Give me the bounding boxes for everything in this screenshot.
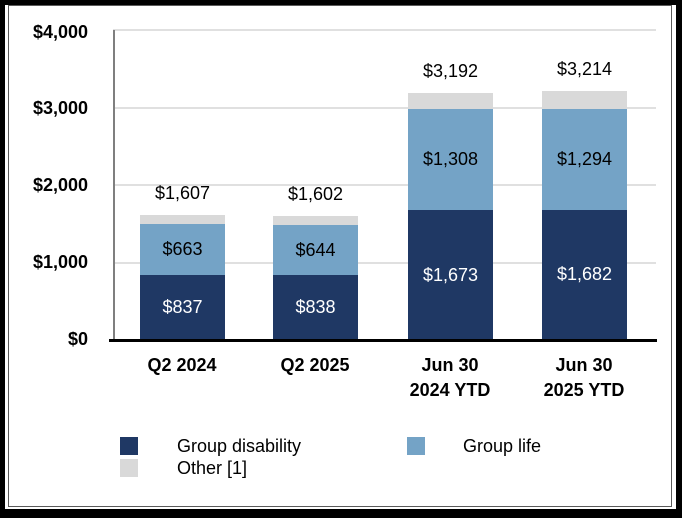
bar-segment-other	[273, 215, 358, 226]
bar-segment-other	[140, 215, 225, 224]
legend-swatch-other	[120, 459, 138, 477]
segment-value-label: $1,294	[556, 148, 613, 169]
x-axis-label-line: 2024 YTD	[409, 380, 491, 400]
y-tick-label: $2,000	[32, 175, 88, 195]
x-axis-label-line: Q2 2024	[147, 355, 217, 375]
bar-total-label: $1,607	[154, 183, 211, 204]
bar-segment-group-disability: $838	[273, 275, 358, 340]
x-axis-label-jun30-2024-ytd: Jun 30 2024 YTD	[380, 353, 520, 403]
x-axis-label-line: 2025 YTD	[543, 380, 625, 400]
bar-total-label: $1,602	[287, 183, 344, 204]
bar-segment-group-life: $1,294	[542, 109, 627, 210]
x-axis-label-jun30-2025-ytd: Jun 30 2025 YTD	[514, 353, 654, 403]
bar-jun30-2024-ytd: $3,192 $1,308 $1,673	[408, 61, 493, 340]
gridline-1000	[113, 262, 656, 264]
segment-value-label: $644	[295, 239, 336, 260]
y-tick-label: $1,000	[32, 252, 88, 272]
y-tick-label: $0	[67, 329, 88, 349]
bar-segment-group-life: $1,308	[408, 108, 493, 211]
x-axis-label-line: Jun 30	[555, 355, 613, 375]
bar-q2-2025: $1,602 $644 $838	[273, 184, 358, 340]
x-axis-label-line: Jun 30	[421, 355, 479, 375]
legend-label-group-disability: Group disability	[177, 436, 302, 456]
bar-segment-other	[408, 92, 493, 109]
x-axis-label-q2-2025: Q2 2025	[245, 353, 385, 378]
bar-segment-group-disability: $1,673	[408, 210, 493, 340]
segment-value-label: $1,308	[422, 149, 479, 170]
bar-total-label: $3,192	[422, 60, 479, 81]
bar-segment-other	[542, 90, 627, 110]
legend-label-other: Other [1]	[177, 458, 248, 478]
bar-segment-group-life: $644	[273, 225, 358, 276]
bar-q2-2024: $1,607 $663 $837	[140, 183, 225, 340]
segment-value-label: $663	[162, 238, 203, 259]
bar-total-label: $3,214	[556, 58, 613, 79]
bar-jun30-2025-ytd: $3,214 $1,294 $1,682	[542, 59, 627, 340]
y-tick-label: $3,000	[32, 98, 88, 118]
segment-value-label: $1,682	[556, 264, 613, 285]
legend-label-group-life: Group life	[463, 436, 542, 456]
bar-segment-group-life: $663	[140, 223, 225, 276]
segment-value-label: $838	[295, 297, 336, 318]
y-tick-label: $4,000	[32, 22, 88, 42]
gridline-3000	[113, 107, 656, 109]
segment-value-label: $1,673	[422, 264, 479, 285]
gridline-2000	[113, 184, 656, 186]
legend-swatch-group-disability	[120, 437, 138, 455]
x-axis-line	[109, 339, 657, 342]
legend-swatch-group-life	[407, 437, 425, 455]
bar-segment-group-disability: $1,682	[542, 209, 627, 340]
y-axis-line	[113, 30, 115, 340]
segment-value-label: $837	[162, 297, 203, 318]
bar-segment-group-disability: $837	[140, 275, 225, 340]
x-axis-label-line: Q2 2025	[280, 355, 350, 375]
gridline-4000	[113, 29, 656, 31]
x-axis-label-q2-2024: Q2 2024	[112, 353, 252, 378]
